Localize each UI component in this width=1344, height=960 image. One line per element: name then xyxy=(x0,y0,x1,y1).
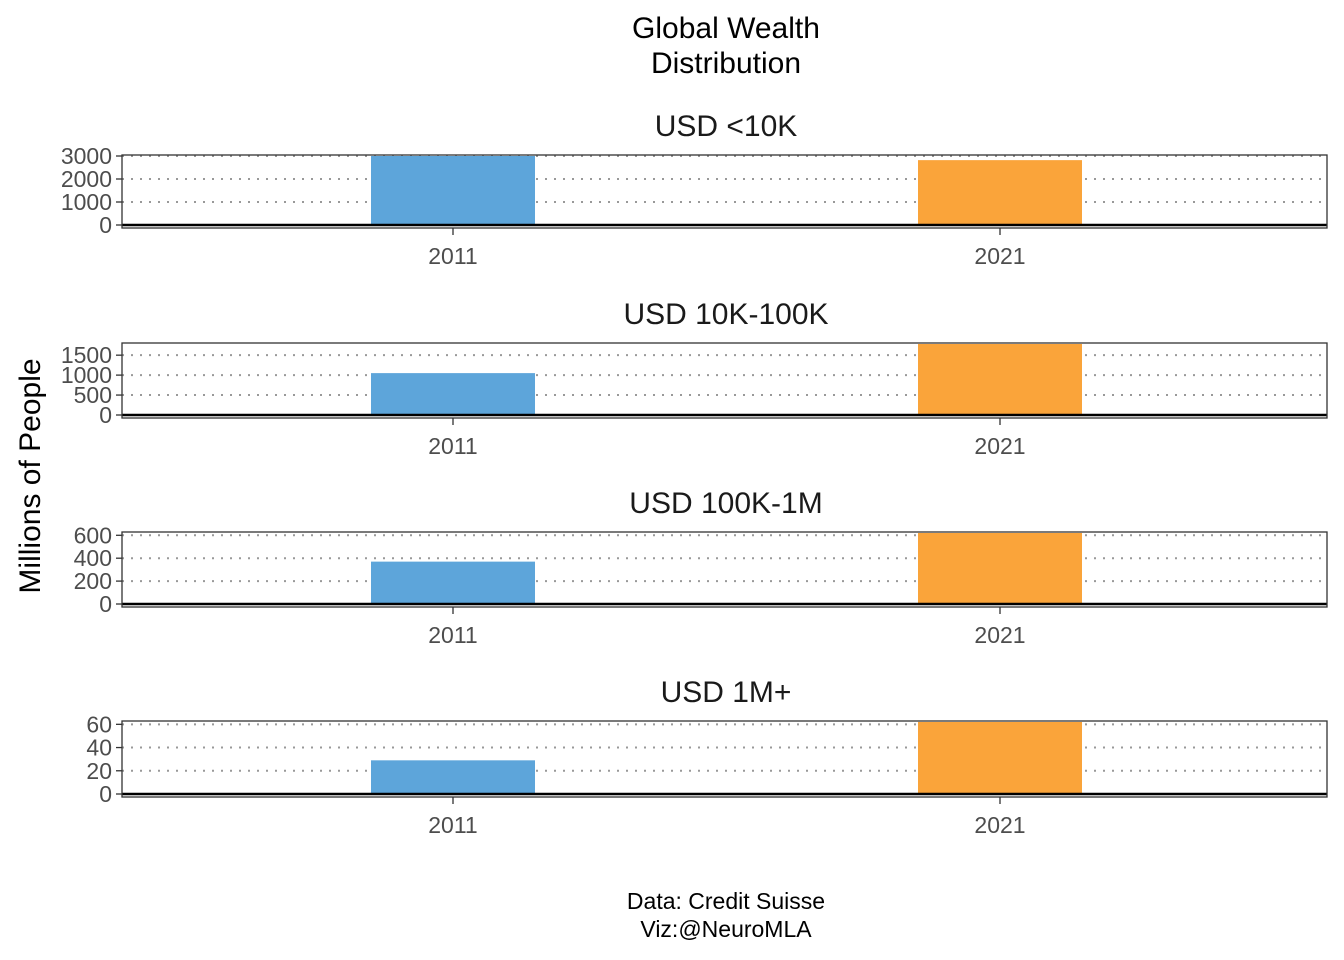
y-tick-label: 2000 xyxy=(61,166,112,192)
panel-border xyxy=(121,531,1328,608)
x-tick-label: 2011 xyxy=(428,433,477,459)
chart-title-line-1: Global Wealth xyxy=(632,12,820,45)
y-tick-label: 1500 xyxy=(61,342,112,368)
y-axis-label: Millions of People xyxy=(14,358,47,593)
x-tick-label: 2021 xyxy=(974,433,1025,459)
chart-title-line-2: Distribution xyxy=(651,47,801,80)
y-tick-label: 500 xyxy=(74,382,112,408)
panel-border xyxy=(121,720,1328,798)
caption-data-source: Data: Credit Suisse xyxy=(627,888,825,914)
x-tick-label: 2021 xyxy=(974,243,1025,269)
bar-2011 xyxy=(371,156,535,225)
y-tick-label: 400 xyxy=(74,545,112,571)
y-tick-label: 40 xyxy=(86,735,112,761)
y-tick-label: 60 xyxy=(86,711,112,737)
x-tick-label: 2011 xyxy=(428,812,477,838)
bar-2021 xyxy=(918,344,1082,415)
y-tick-label: 0 xyxy=(99,212,112,238)
y-tick-label: 1000 xyxy=(61,362,112,388)
y-tick-label: 1000 xyxy=(61,189,112,215)
y-tick-label: 600 xyxy=(74,522,112,548)
y-tick-label: 3000 xyxy=(61,143,112,169)
bar-2021 xyxy=(918,533,1082,604)
bar-2011 xyxy=(371,561,535,604)
y-tick-label: 0 xyxy=(99,591,112,617)
y-tick-label: 20 xyxy=(86,758,112,784)
x-tick-label: 2011 xyxy=(428,243,477,269)
caption-viz-credit: Viz:@NeuroMLA xyxy=(640,916,812,942)
bar-2011 xyxy=(371,760,535,794)
facet-title: USD <10K xyxy=(655,110,798,143)
bar-2021 xyxy=(918,722,1082,794)
y-tick-label: 200 xyxy=(74,568,112,594)
bar-2021 xyxy=(918,160,1082,225)
x-tick-label: 2011 xyxy=(428,622,477,648)
facet-title: USD 100K-1M xyxy=(629,487,822,520)
x-tick-label: 2021 xyxy=(974,812,1025,838)
facet-title: USD 10K-100K xyxy=(623,298,828,331)
y-tick-label: 0 xyxy=(99,781,112,807)
x-tick-label: 2021 xyxy=(974,622,1025,648)
y-tick-label: 0 xyxy=(99,402,112,428)
facet-title: USD 1M+ xyxy=(661,676,792,709)
bar-2011 xyxy=(371,373,535,415)
panel-border xyxy=(121,154,1328,229)
panel-border xyxy=(121,342,1328,419)
